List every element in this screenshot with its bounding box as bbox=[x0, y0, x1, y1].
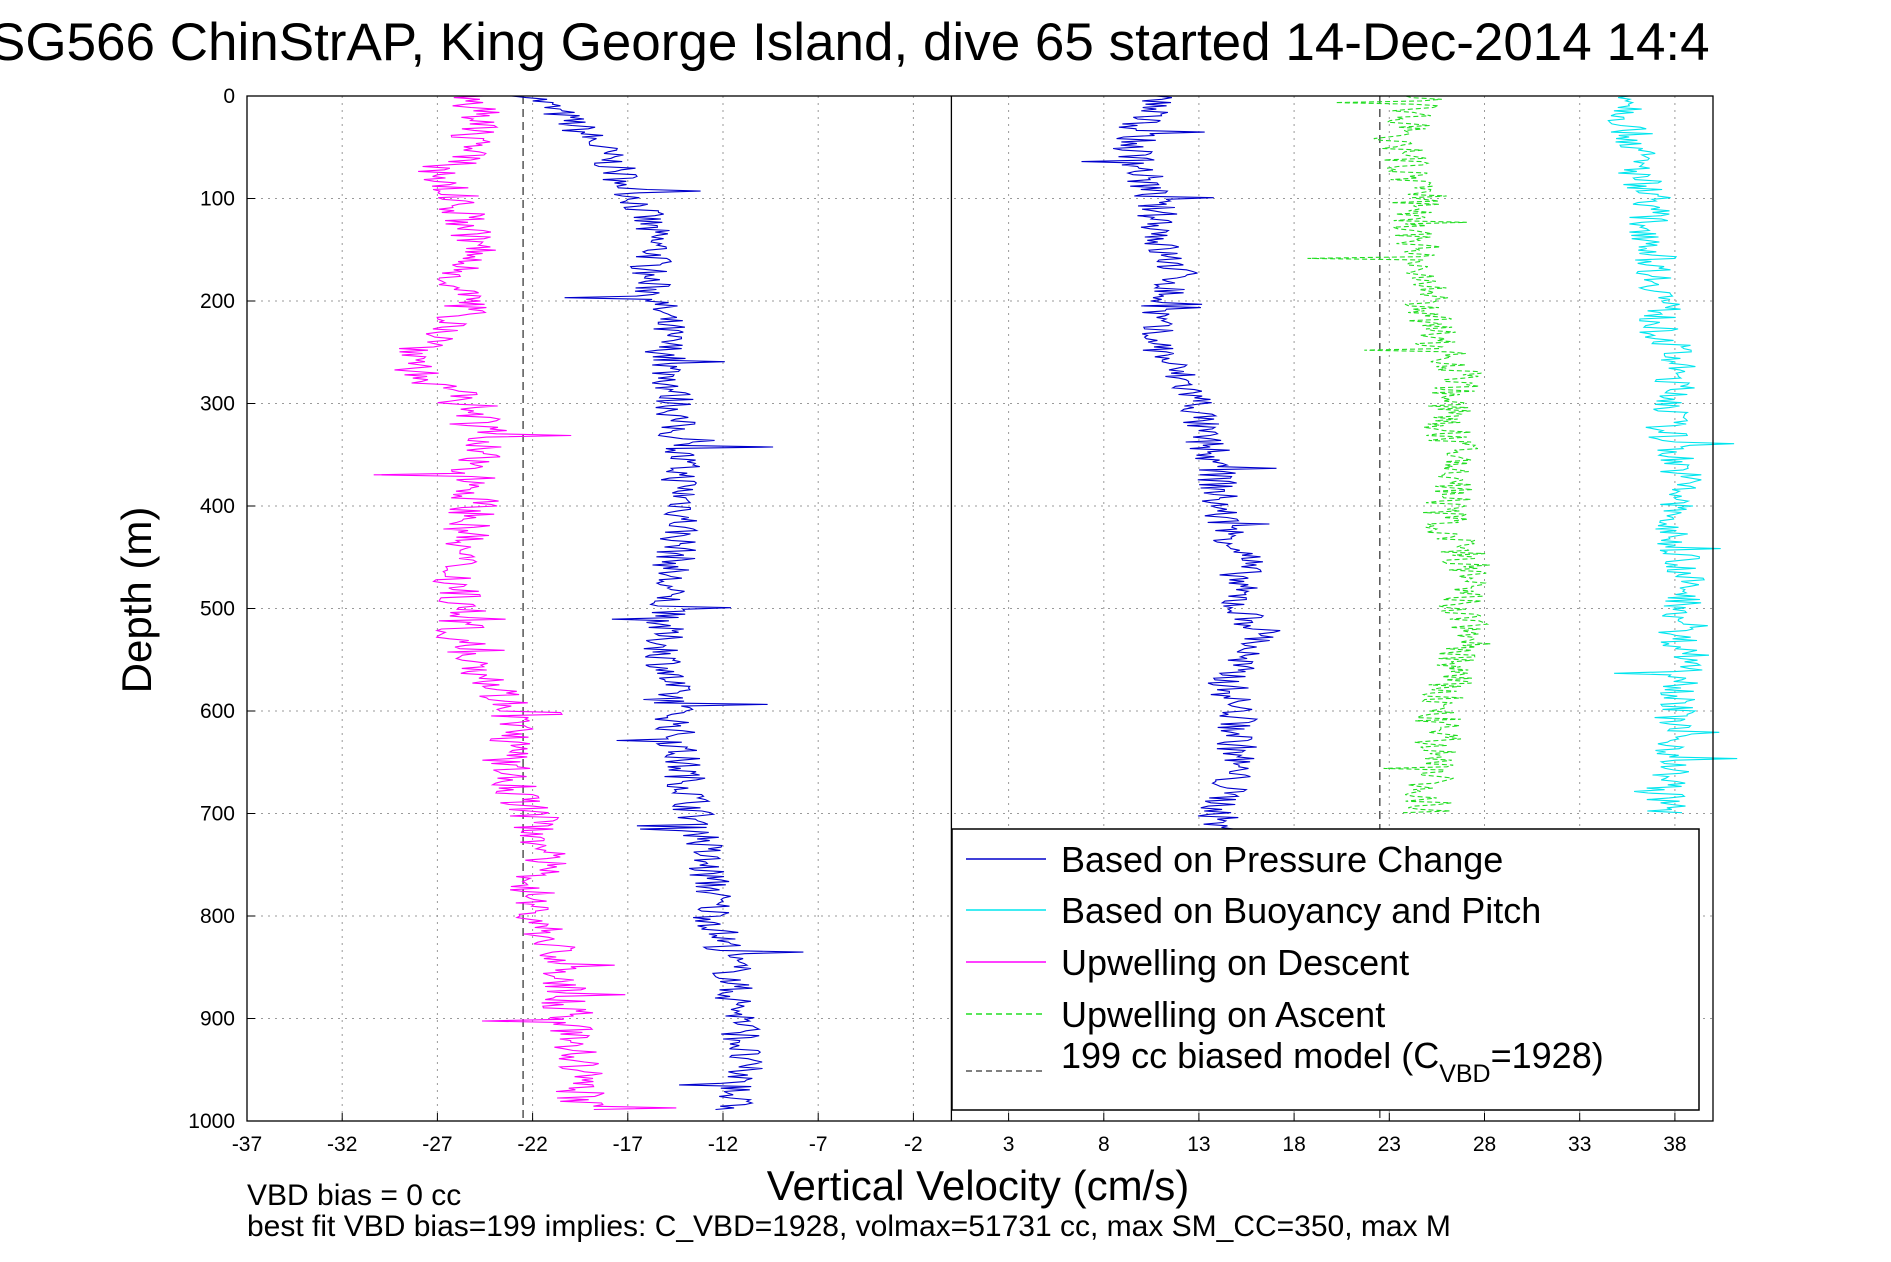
x-tick-label: -32 bbox=[327, 1133, 357, 1156]
legend-label-buoyancy: Based on Buoyancy and Pitch bbox=[1061, 890, 1541, 931]
y-axis-label: Depth (m) bbox=[113, 507, 160, 694]
y-tick-label: 400 bbox=[200, 495, 235, 518]
x-tick-label: 38 bbox=[1663, 1133, 1686, 1156]
x-axis-label: Vertical Velocity (cm/s) bbox=[767, 1162, 1189, 1209]
series-based-on-buoyancy-and-pitch bbox=[1607, 95, 1738, 814]
legend: Based on Pressure Change Based on Buoyan… bbox=[951, 828, 1700, 1111]
y-tick-label: 800 bbox=[200, 905, 235, 928]
y-tick-label: 600 bbox=[200, 700, 235, 723]
legend-box bbox=[951, 828, 1700, 1111]
series-based-on-pressure-change-descent bbox=[511, 95, 804, 1111]
y-tick-label: 500 bbox=[200, 598, 235, 621]
x-tick-label: -37 bbox=[232, 1133, 262, 1156]
x-tick-label: 18 bbox=[1282, 1133, 1305, 1156]
x-tick-label: -17 bbox=[613, 1133, 643, 1156]
series-upwelling-on-descent bbox=[373, 95, 677, 1111]
axes: -37 -32 -27 -22 -17 -12 -7 -2 3 8 13 18 23 28 33 380100… bbox=[188, 85, 1714, 1156]
y-tick-label: 1000 bbox=[188, 1110, 235, 1133]
x-tick-label: 3 bbox=[1003, 1133, 1015, 1156]
y-tick-label: 300 bbox=[200, 393, 235, 416]
chart-title: SG566 ChinStrAP, King George Island, div… bbox=[0, 13, 1710, 72]
x-tick-label: 8 bbox=[1098, 1133, 1110, 1156]
footnote-vbd-bias: VBD bias = 0 cc bbox=[247, 1179, 461, 1212]
y-tick-label: 100 bbox=[200, 188, 235, 211]
x-tick-label: -12 bbox=[708, 1133, 738, 1156]
y-tick-label: 0 bbox=[223, 85, 235, 108]
legend-label-descent: Upwelling on Descent bbox=[1061, 942, 1409, 983]
x-tick-label: 28 bbox=[1473, 1133, 1496, 1156]
y-tick-label: 900 bbox=[200, 1008, 235, 1031]
footnote-best-fit: best fit VBD bias=199 implies: C_VBD=192… bbox=[247, 1210, 1451, 1243]
legend-label-biased-model: 199 cc biased model (CVBD=1928) bbox=[1061, 1035, 1604, 1088]
plot-area bbox=[373, 95, 1738, 1121]
x-tick-label: 33 bbox=[1568, 1133, 1591, 1156]
x-tick-label: 13 bbox=[1187, 1133, 1210, 1156]
y-tick-label: 700 bbox=[200, 803, 235, 826]
y-tick-label: 200 bbox=[200, 290, 235, 313]
legend-label-pressure: Based on Pressure Change bbox=[1061, 839, 1503, 880]
x-tick-label: -22 bbox=[517, 1133, 547, 1156]
x-tick-label: -7 bbox=[809, 1133, 828, 1156]
x-tick-label: 23 bbox=[1378, 1133, 1401, 1156]
legend-label-ascent: Upwelling on Ascent bbox=[1061, 994, 1385, 1035]
series-upwelling-on-ascent bbox=[1307, 95, 1491, 814]
x-tick-label: -27 bbox=[422, 1133, 452, 1156]
x-tick-label: -2 bbox=[904, 1133, 923, 1156]
